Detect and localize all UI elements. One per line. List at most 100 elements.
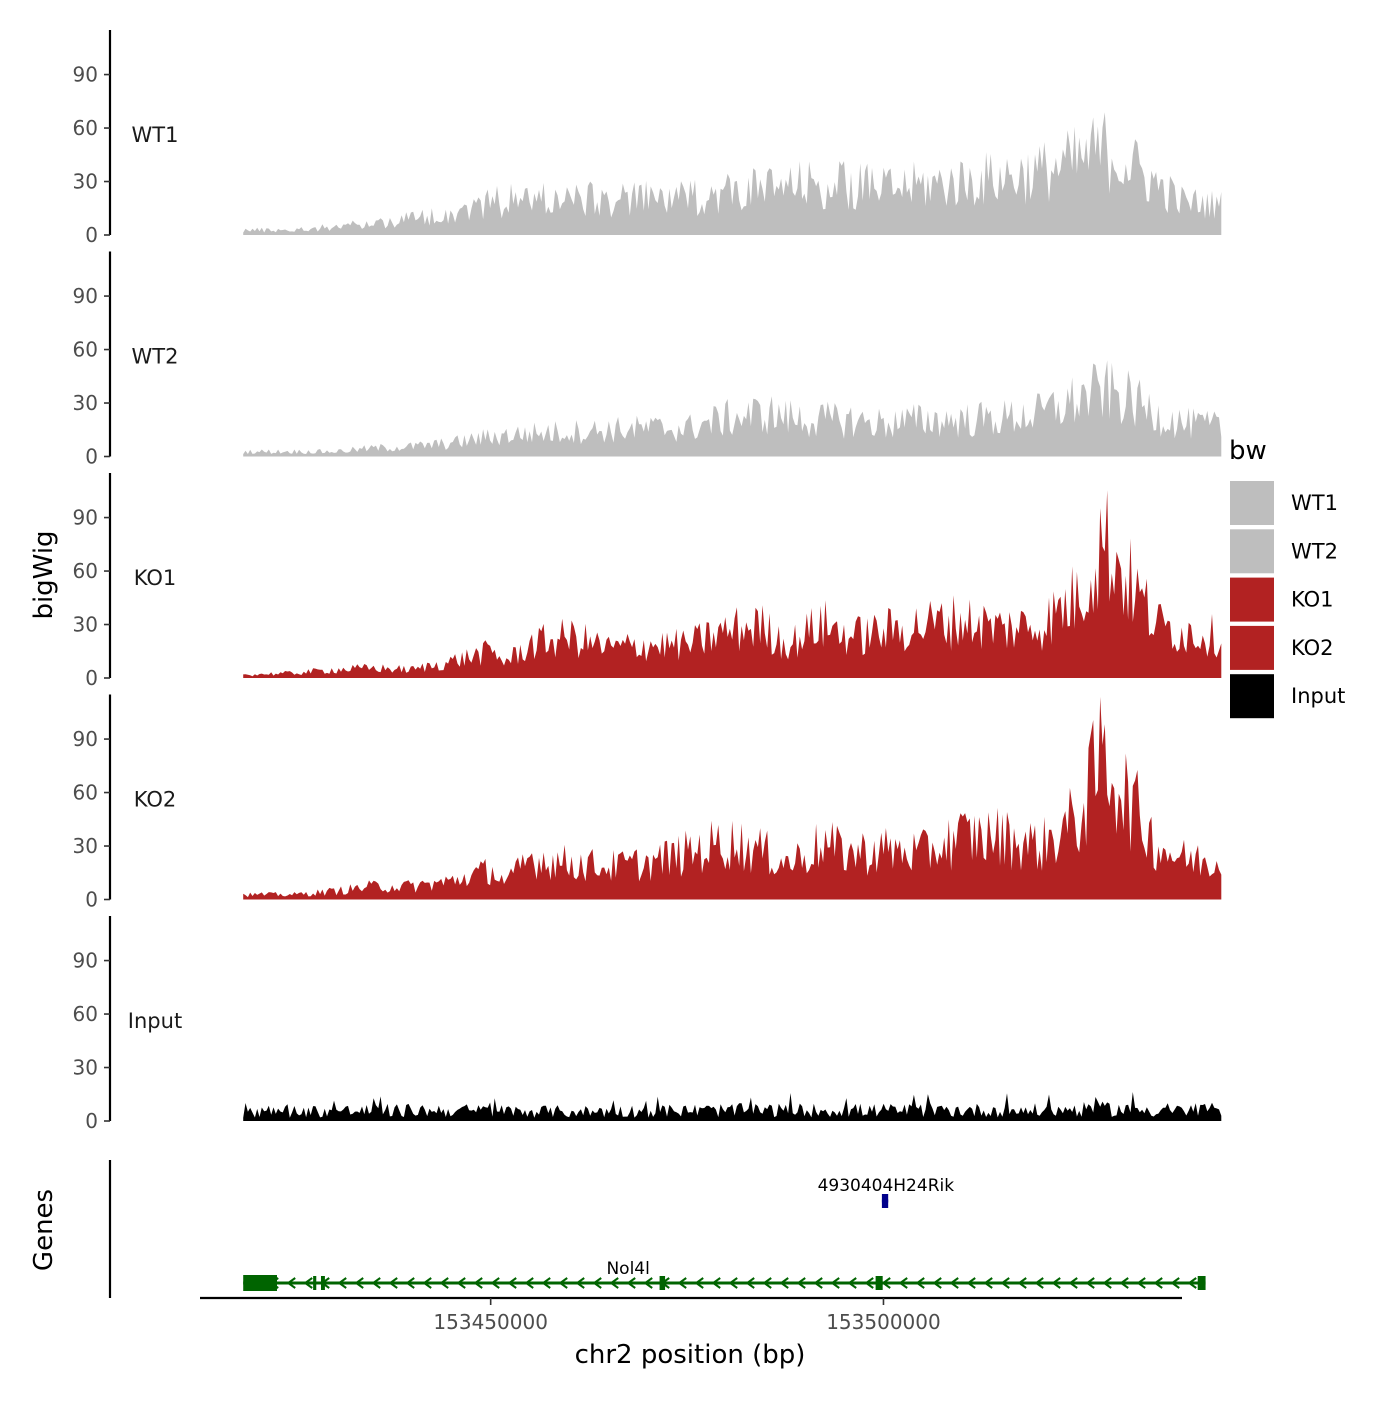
exon	[313, 1276, 317, 1290]
legend-key-wt2	[1230, 529, 1274, 574]
strand-arrow	[694, 1277, 704, 1289]
y-tick-label: 30	[73, 834, 98, 858]
strand-arrow	[1153, 1277, 1163, 1289]
strand-arrow	[898, 1277, 908, 1289]
strand-arrow	[779, 1277, 789, 1289]
strand-arrow	[745, 1277, 755, 1289]
strand-arrow	[354, 1277, 364, 1289]
y-tick-label: 90	[73, 63, 98, 87]
track-input: 0 30 60 90 Input	[73, 916, 1222, 1133]
strand-arrow	[1051, 1277, 1061, 1289]
strand-arrow	[507, 1277, 517, 1289]
legend-label: KO1	[1291, 588, 1334, 612]
exon	[881, 1194, 889, 1208]
exon	[1197, 1276, 1206, 1290]
strand-arrow	[847, 1277, 857, 1289]
x-tick-label: 153500000	[826, 1310, 941, 1334]
strand-arrow	[881, 1277, 891, 1289]
legend-key-ko2	[1230, 625, 1274, 670]
signal-area-wt2	[243, 360, 1222, 457]
strand-arrow	[796, 1277, 806, 1289]
x-tick-label: 153450000	[433, 1310, 548, 1334]
strand-arrow	[592, 1277, 602, 1289]
legend-title: bw	[1229, 436, 1267, 466]
gene-label: 4930404H24Rik	[818, 1176, 955, 1196]
legend-label: Input	[1291, 684, 1345, 708]
legend-key-ko1	[1230, 577, 1274, 622]
strand-arrow	[524, 1277, 534, 1289]
strand-arrow	[813, 1277, 823, 1289]
exon	[875, 1276, 883, 1290]
strand-arrow	[541, 1277, 551, 1289]
legend-label: WT1	[1291, 491, 1338, 515]
strand-arrow	[677, 1277, 687, 1289]
strand-arrow	[337, 1277, 347, 1289]
y-axis-title: bigWig	[29, 530, 59, 619]
strand-arrow	[609, 1277, 619, 1289]
signal-area-ko2	[243, 696, 1222, 900]
strand-arrow	[558, 1277, 568, 1289]
exon	[659, 1276, 666, 1290]
y-tick-label: 90	[73, 949, 98, 973]
strand-arrow	[1136, 1277, 1146, 1289]
signal-area-input	[243, 1092, 1222, 1121]
strand-arrow	[711, 1277, 721, 1289]
track-label: WT1	[132, 123, 179, 147]
strand-arrow	[762, 1277, 772, 1289]
strand-arrow	[575, 1277, 585, 1289]
legend-label: KO2	[1291, 636, 1334, 660]
exon	[320, 1276, 325, 1290]
y-tick-label: 0	[85, 223, 98, 247]
strand-arrow	[1017, 1277, 1027, 1289]
strand-arrow	[286, 1277, 296, 1289]
track-label: Input	[128, 1009, 182, 1033]
x-axis-title: chr2 position (bp)	[575, 1340, 806, 1370]
strand-arrow	[949, 1277, 959, 1289]
strand-arrow	[643, 1277, 653, 1289]
strand-arrow	[371, 1277, 381, 1289]
signal-area-wt1	[243, 112, 1222, 235]
y-tick-label: 90	[73, 727, 98, 751]
track-ko1: 0 30 60 90 KO1	[73, 473, 1222, 690]
legend: bw WT1 WT2 KO1 KO2 Input	[1229, 436, 1345, 719]
gene-4930404h24rik: 4930404H24Rik	[818, 1176, 955, 1208]
strand-arrow	[405, 1277, 415, 1289]
strand-arrow	[303, 1277, 313, 1289]
strand-arrow	[932, 1277, 942, 1289]
gene-label: Nol4l	[606, 1259, 649, 1279]
strand-arrow	[728, 1277, 738, 1289]
track-wt2: 0 30 60 90 WT2	[73, 251, 1222, 469]
strand-arrow	[830, 1277, 840, 1289]
y-tick-label: 0	[85, 888, 98, 912]
y-tick-label: 90	[73, 506, 98, 530]
y-tick-label: 30	[73, 1056, 98, 1080]
strand-arrow	[473, 1277, 483, 1289]
track-wt1: 0 30 60 90 WT1	[73, 30, 1222, 247]
signal-area-ko1	[243, 490, 1222, 678]
legend-key-input	[1230, 674, 1274, 719]
track-ko2: 0 30 60 90 KO2	[73, 694, 1222, 912]
track-label: KO1	[134, 566, 177, 590]
y-tick-label: 0	[85, 1109, 98, 1133]
genes-axis-title: Genes	[29, 1189, 59, 1271]
y-tick-label: 60	[73, 559, 98, 583]
strand-arrow	[1170, 1277, 1180, 1289]
strand-arrow	[439, 1277, 449, 1289]
strand-arrow	[1119, 1277, 1129, 1289]
strand-arrow	[1102, 1277, 1112, 1289]
strand-arrow	[1000, 1277, 1010, 1289]
y-tick-label: 30	[73, 391, 98, 415]
strand-arrow	[983, 1277, 993, 1289]
strand-arrow	[864, 1277, 874, 1289]
strand-arrow	[1068, 1277, 1078, 1289]
strand-arrow	[1085, 1277, 1095, 1289]
strand-arrow	[626, 1277, 636, 1289]
y-tick-label: 60	[73, 338, 98, 362]
y-tick-label: 60	[73, 1002, 98, 1026]
gene-nol4l: Nol4l	[243, 1259, 1206, 1291]
strand-arrow	[1187, 1277, 1197, 1289]
x-axis: 153450000 153500000	[200, 1296, 1182, 1334]
strand-arrow	[915, 1277, 925, 1289]
